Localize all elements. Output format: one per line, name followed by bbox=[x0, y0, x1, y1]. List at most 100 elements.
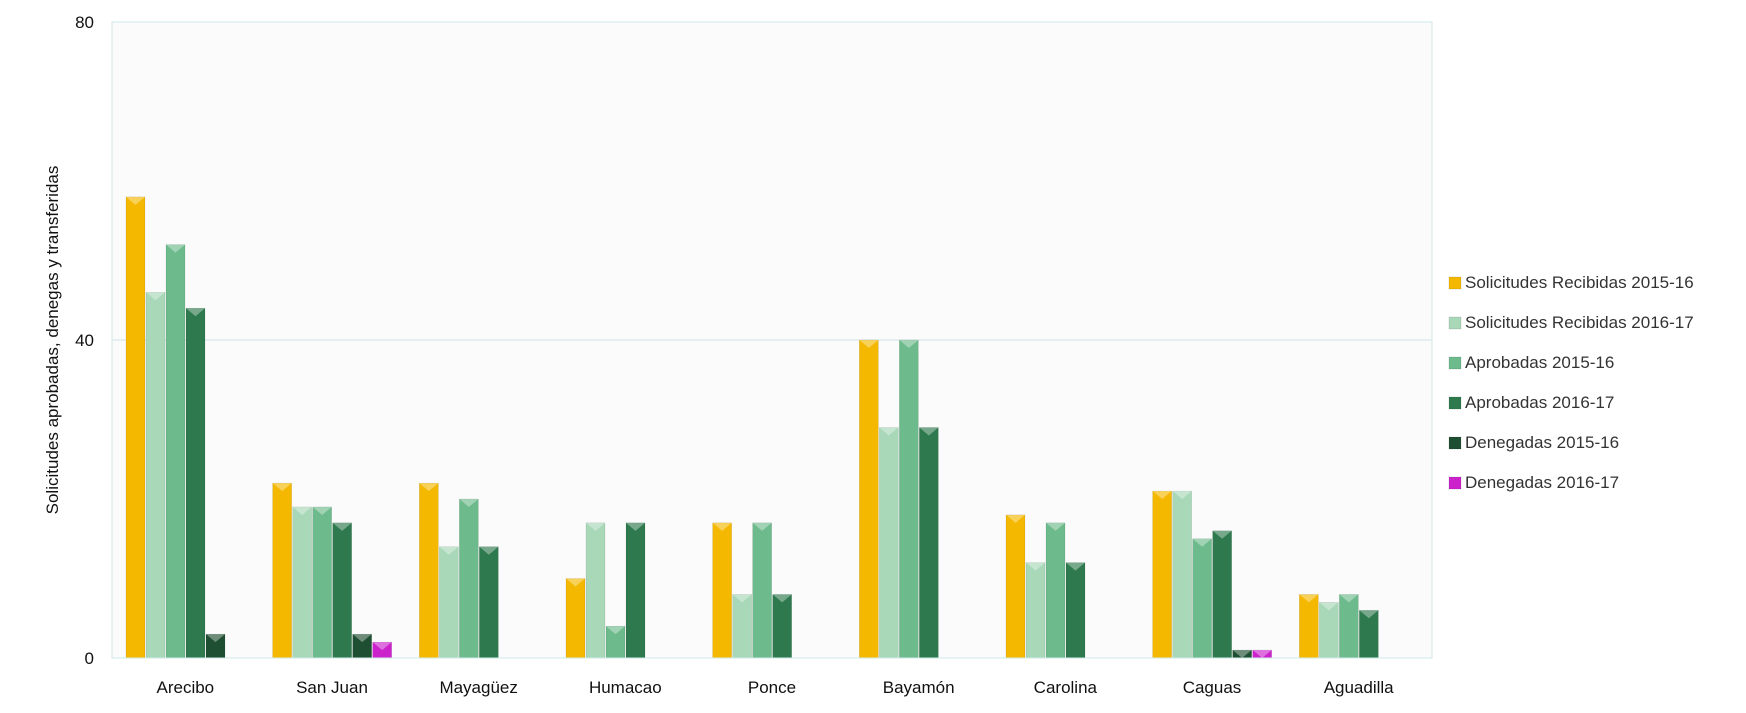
bar-highlight bbox=[439, 546, 459, 555]
bar-highlight bbox=[772, 594, 792, 603]
legend-label: Denegadas 2016-17 bbox=[1465, 473, 1619, 492]
x-tick-label: Mayagüez bbox=[439, 678, 517, 697]
bar-highlight bbox=[1212, 530, 1232, 539]
bar bbox=[1005, 514, 1026, 659]
bar bbox=[919, 427, 939, 659]
bar bbox=[479, 546, 499, 659]
bar bbox=[1319, 602, 1339, 659]
legend-swatch bbox=[1448, 316, 1462, 330]
bars bbox=[125, 196, 1379, 659]
bar-highlight bbox=[566, 578, 585, 587]
bar-highlight bbox=[186, 308, 205, 317]
x-tick-label: Caguas bbox=[1183, 678, 1242, 697]
x-tick-label: San Juan bbox=[296, 678, 368, 697]
bar bbox=[125, 196, 146, 659]
bar-highlight bbox=[1339, 594, 1359, 603]
x-tick-label: Humacao bbox=[589, 678, 662, 697]
bar-highlight bbox=[1046, 522, 1065, 531]
bar bbox=[292, 506, 312, 659]
bar bbox=[145, 292, 166, 659]
bar bbox=[879, 427, 899, 659]
y-axis-title: Solicitudes aprobadas, denegas y transfe… bbox=[43, 166, 62, 515]
bar-highlight bbox=[372, 642, 392, 651]
bar-highlight bbox=[166, 244, 185, 253]
bar-highlight bbox=[626, 522, 645, 531]
bar bbox=[1045, 522, 1066, 659]
bar-highlight bbox=[712, 522, 732, 531]
bar-highlight bbox=[1026, 562, 1045, 571]
bar bbox=[1172, 490, 1192, 659]
x-tick-label: Bayamón bbox=[883, 678, 955, 697]
bar-highlight bbox=[419, 483, 439, 492]
bar-highlight bbox=[272, 483, 292, 492]
bar-highlight bbox=[879, 427, 899, 436]
bar bbox=[1339, 594, 1359, 659]
bar bbox=[899, 339, 919, 659]
legend-swatch bbox=[1448, 276, 1462, 290]
bar bbox=[752, 522, 772, 659]
bar-highlight bbox=[126, 196, 145, 205]
bar bbox=[459, 498, 479, 659]
bar-highlight bbox=[479, 546, 499, 555]
bar bbox=[312, 506, 332, 659]
bar-highlight bbox=[1359, 610, 1379, 619]
bar-highlight bbox=[1232, 650, 1252, 659]
legend-label: Solicitudes Recibidas 2016-17 bbox=[1465, 313, 1694, 332]
bar bbox=[585, 522, 606, 659]
bar-highlight bbox=[1252, 650, 1272, 659]
bar-highlight bbox=[459, 499, 479, 507]
x-tick-labels: Arecibo San Juan Mayagüez Humacao Ponce Bayam… bbox=[157, 678, 1395, 697]
bar bbox=[1192, 538, 1212, 659]
x-tick-label: Aguadilla bbox=[1324, 678, 1394, 697]
y-tick-label: 40 bbox=[75, 331, 94, 350]
bar-highlight bbox=[1192, 538, 1212, 547]
bar-highlight bbox=[752, 522, 772, 531]
bar bbox=[332, 522, 352, 659]
bar-highlight bbox=[1299, 594, 1319, 603]
bar bbox=[1065, 562, 1086, 659]
legend-label: Aprobadas 2016-17 bbox=[1465, 393, 1614, 412]
bar-highlight bbox=[586, 522, 605, 531]
bar bbox=[1212, 530, 1232, 659]
y-tick-label: 0 bbox=[85, 649, 94, 668]
bar-highlight bbox=[1172, 491, 1192, 500]
bar bbox=[565, 578, 586, 659]
legend-swatch bbox=[1448, 356, 1462, 370]
bar-highlight bbox=[206, 634, 225, 643]
bar bbox=[1025, 562, 1046, 659]
legend-label: Aprobadas 2015-16 bbox=[1465, 353, 1614, 372]
bar bbox=[625, 522, 646, 659]
bar-highlight bbox=[606, 626, 625, 635]
bar-highlight bbox=[1066, 562, 1085, 571]
legend-swatch bbox=[1448, 396, 1462, 410]
bar-highlight bbox=[1006, 514, 1025, 523]
bar-highlight bbox=[332, 522, 352, 531]
bar bbox=[439, 546, 459, 659]
bar bbox=[165, 244, 186, 659]
x-tick-label: Ponce bbox=[748, 678, 796, 697]
legend: Solicitudes Recibidas 2015-16 Solicitudes… bbox=[1448, 273, 1694, 492]
x-tick-label: Arecibo bbox=[157, 678, 215, 697]
bar-highlight bbox=[292, 506, 312, 515]
bar bbox=[1299, 594, 1319, 659]
y-tick-labels: 0 40 80 bbox=[75, 13, 94, 668]
legend-swatch bbox=[1448, 436, 1462, 450]
bar-highlight bbox=[919, 427, 939, 436]
bar bbox=[712, 522, 732, 659]
bar bbox=[185, 307, 206, 659]
bar-highlight bbox=[1319, 602, 1339, 611]
bar-highlight bbox=[732, 594, 752, 603]
bar bbox=[1152, 490, 1172, 659]
bar-highlight bbox=[899, 340, 919, 348]
bar-highlight bbox=[1152, 491, 1172, 500]
legend-label: Solicitudes Recibidas 2015-16 bbox=[1465, 273, 1694, 292]
bar-highlight bbox=[859, 340, 879, 348]
bar bbox=[772, 594, 792, 659]
bar bbox=[419, 482, 439, 659]
bar-highlight bbox=[146, 292, 165, 301]
bar bbox=[272, 482, 292, 659]
legend-swatch bbox=[1448, 476, 1462, 490]
legend-label: Denegadas 2015-16 bbox=[1465, 433, 1619, 452]
